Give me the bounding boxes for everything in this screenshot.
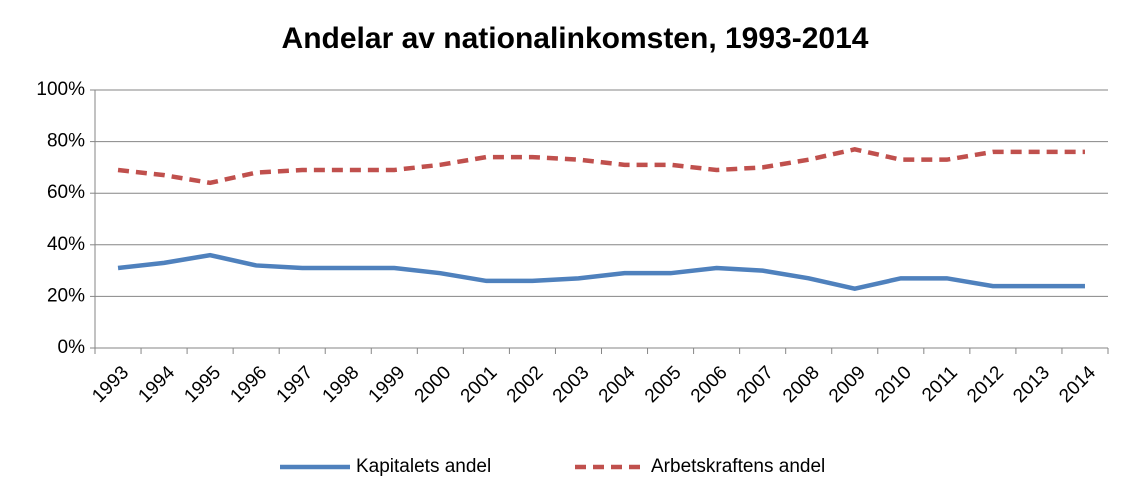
x-tick-label: 2004: [595, 362, 640, 407]
legend-label: Kapitalets andel: [356, 456, 491, 477]
x-tick-label: 2014: [1055, 362, 1100, 407]
x-tick-label: 1997: [273, 362, 318, 407]
y-tick-label: 20%: [47, 285, 85, 306]
y-tick-label: 0%: [58, 337, 86, 358]
x-tick-label: 2003: [549, 362, 594, 407]
x-tick-label: 2009: [825, 362, 870, 407]
x-tick-label: 2005: [641, 362, 686, 407]
y-tick-label: 100%: [36, 79, 85, 100]
x-tick-label: 1999: [365, 362, 410, 407]
x-tick-label: 1993: [88, 362, 133, 407]
x-tick-label: 2007: [733, 362, 778, 407]
legend-label: Arbetskraftens andel: [651, 456, 825, 477]
x-tick-label: 2013: [1009, 362, 1054, 407]
x-tick-label: 1996: [226, 362, 271, 407]
x-tick-label: 2011: [918, 362, 962, 406]
x-tick-label: 1994: [134, 362, 179, 407]
x-tick-label: 2001: [457, 362, 502, 407]
y-tick-label: 40%: [47, 234, 85, 255]
x-tick-label: 2012: [963, 362, 1008, 407]
x-tick-label: 1995: [180, 362, 225, 407]
x-tick-label: 1998: [319, 362, 364, 407]
series-line: [117, 147, 1085, 186]
x-tick-label: 2000: [411, 362, 456, 407]
x-tick-label: 2010: [871, 362, 916, 407]
x-tick-label: 2008: [779, 362, 824, 407]
x-tick-label: 2006: [687, 362, 732, 407]
y-tick-label: 80%: [47, 131, 85, 152]
chart-title: Andelar av nationalinkomsten, 1993-2014: [282, 22, 869, 55]
series-line: [117, 252, 1085, 291]
x-tick-label: 2002: [503, 362, 548, 407]
y-tick-label: 60%: [47, 182, 85, 203]
